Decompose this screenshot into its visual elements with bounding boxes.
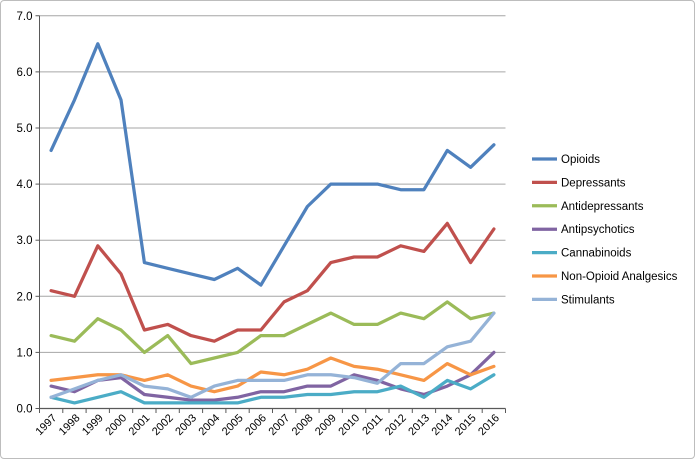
x-tick-label: 2008	[290, 412, 316, 438]
legend-label: Depressants	[561, 177, 626, 189]
x-tick-label: 2004	[197, 412, 223, 438]
legend-label: Antipsychotics	[561, 224, 635, 236]
legend-label: Non-Opioid Analgesics	[561, 271, 678, 283]
series-line-stimulants	[49, 311, 496, 399]
x-tick-label: 2014	[430, 412, 456, 438]
legend-label: Cannabinoids	[561, 248, 632, 260]
x-tick-label: 2012	[383, 412, 409, 438]
y-tick-label: 7.0	[17, 11, 33, 23]
series-line-antidepressants	[49, 300, 496, 366]
y-tick-label: 1.0	[17, 347, 33, 359]
y-tick-label: 2.0	[17, 291, 33, 303]
x-tick-label: 2013	[406, 412, 432, 438]
x-tick-label: 2006	[243, 412, 269, 438]
x-tick-label: 2001	[127, 412, 153, 438]
x-tick-label: 2005	[220, 412, 246, 438]
x-tick-label: 2009	[313, 412, 339, 438]
y-tick-label: 3.0	[17, 235, 33, 247]
x-tick-label: 1998	[57, 412, 83, 438]
series-line-cannabinoids	[49, 373, 496, 405]
x-tick-label: 2016	[476, 412, 502, 438]
x-tick-label: 2000	[103, 412, 129, 438]
legend-label: Opioids	[561, 154, 600, 166]
x-tick-label: 2015	[453, 412, 479, 438]
series-line-opioids	[49, 42, 496, 287]
series-line-antipsychotics	[49, 350, 496, 402]
series-line-depressants	[49, 221, 496, 343]
x-tick-label: 1999	[80, 412, 106, 438]
legend-label: Antidepressants	[561, 201, 644, 213]
x-tick-label: 1997	[33, 412, 59, 438]
x-tick-label: 2010	[336, 412, 362, 438]
x-tick-label: 2003	[173, 412, 199, 438]
y-tick-label: 5.0	[17, 123, 33, 135]
y-tick-label: 6.0	[17, 67, 33, 79]
y-tick-label: 0.0	[17, 404, 33, 416]
x-tick-label: 2011	[360, 412, 385, 437]
x-tick-label: 2002	[150, 412, 176, 438]
x-tick-label: 2007	[266, 412, 292, 438]
y-tick-label: 4.0	[17, 179, 33, 191]
legend-label: Stimulants	[561, 294, 615, 306]
